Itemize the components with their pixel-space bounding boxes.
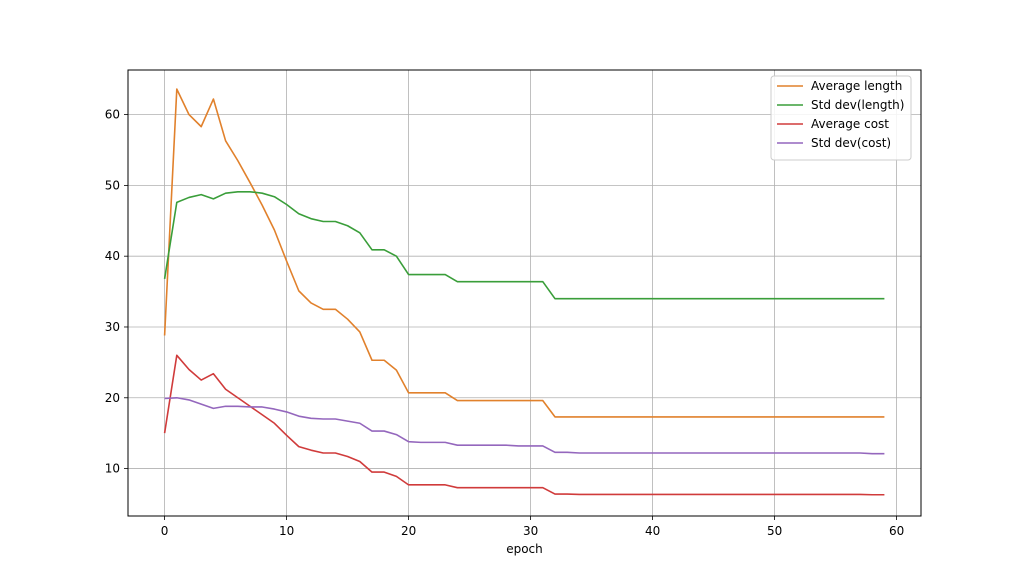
x-tick-label: 20: [401, 524, 416, 538]
series-line-3: [163, 354, 885, 496]
series-line-1: [163, 88, 885, 418]
grid: [128, 70, 921, 516]
y-tick-label: 10: [105, 462, 120, 476]
series-lines: [163, 88, 885, 496]
x-tick-label: 40: [645, 524, 660, 538]
x-tick-label: 0: [161, 524, 169, 538]
axis-ticks: 0 10 20 30 40 50 60 10 20 30 40 50 60: [105, 108, 905, 538]
y-tick-label: 50: [105, 178, 120, 192]
series-line-2: [163, 190, 885, 300]
y-tick-label: 30: [105, 320, 120, 334]
x-tick-label: 60: [889, 524, 904, 538]
legend-label: Std dev(length): [811, 98, 904, 112]
y-tick-label: 20: [105, 391, 120, 405]
y-tick-label: 40: [105, 249, 120, 263]
x-axis-label: epoch: [506, 542, 543, 556]
legend-label: Std dev(cost): [811, 136, 891, 150]
legend: Average length Std dev(length) Average cos…: [770, 75, 912, 161]
x-tick-label: 30: [523, 524, 538, 538]
legend-label: Average length: [811, 79, 902, 93]
legend-box: [770, 75, 912, 161]
series-line-4: [164, 396, 885, 455]
legend-label: Average cost: [811, 117, 889, 131]
plot-area-frame: [127, 69, 922, 517]
y-tick-label: 60: [105, 108, 120, 122]
x-tick-label: 50: [767, 524, 782, 538]
x-tick-label: 10: [279, 524, 294, 538]
